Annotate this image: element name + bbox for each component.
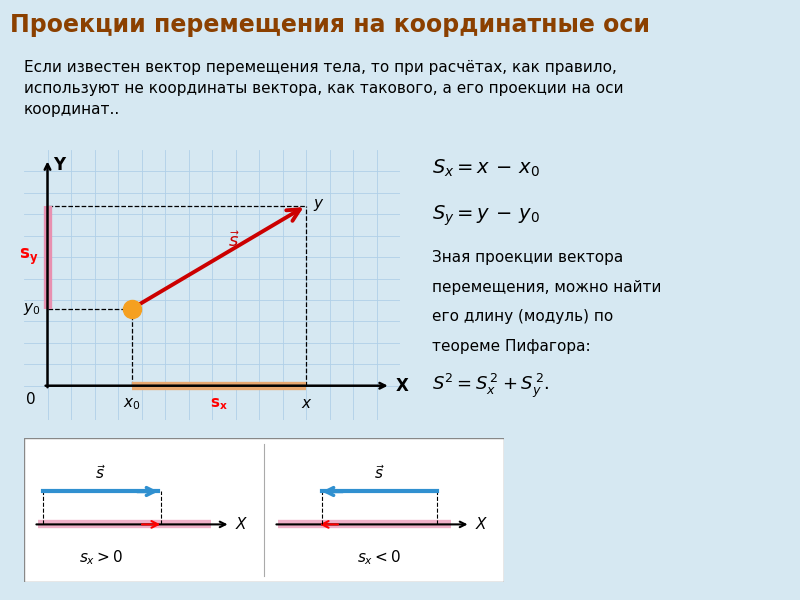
Text: y: y	[313, 196, 322, 211]
Text: $S^2 = S_x^{\,2} + S_y^{\,2}.$: $S^2 = S_x^{\,2} + S_y^{\,2}.$	[432, 371, 550, 400]
Text: перемещения, можно найти: перемещения, можно найти	[432, 280, 662, 295]
FancyBboxPatch shape	[25, 439, 503, 581]
Text: $\vec{s}$: $\vec{s}$	[95, 464, 106, 482]
Text: $S_x = x\,-\,x_0$: $S_x = x\,-\,x_0$	[432, 158, 540, 179]
Text: X: X	[235, 517, 246, 532]
Text: 0: 0	[26, 392, 36, 407]
Text: $s_x > 0$: $s_x > 0$	[78, 548, 123, 566]
Text: $\vec{s}$: $\vec{s}$	[374, 464, 385, 482]
Text: X: X	[475, 517, 486, 532]
Text: $y_0$: $y_0$	[23, 301, 41, 317]
Text: $x_0$: $x_0$	[123, 397, 141, 412]
Text: Если известен вектор перемещения тела, то при расчётах, как правило,
используют : Если известен вектор перемещения тела, т…	[24, 60, 623, 117]
Text: $\mathbf{s_y}$: $\mathbf{s_y}$	[18, 247, 38, 267]
Text: его длину (модуль) по: его длину (модуль) по	[432, 310, 614, 324]
Text: Y: Y	[53, 157, 66, 175]
Text: $\mathbf{s_x}$: $\mathbf{s_x}$	[210, 397, 228, 412]
Text: $\vec{s}$: $\vec{s}$	[229, 231, 241, 251]
Text: теореме Пифагора:: теореме Пифагора:	[432, 339, 590, 354]
Text: x: x	[302, 397, 310, 412]
Text: Проекции перемещения на координатные оси: Проекции перемещения на координатные оси	[10, 13, 650, 37]
Text: $S_y = y\,-\,y_0$: $S_y = y\,-\,y_0$	[432, 204, 540, 229]
Text: Зная проекции вектора: Зная проекции вектора	[432, 250, 623, 265]
Text: X: X	[395, 377, 408, 395]
Text: $s_x < 0$: $s_x < 0$	[357, 548, 402, 566]
